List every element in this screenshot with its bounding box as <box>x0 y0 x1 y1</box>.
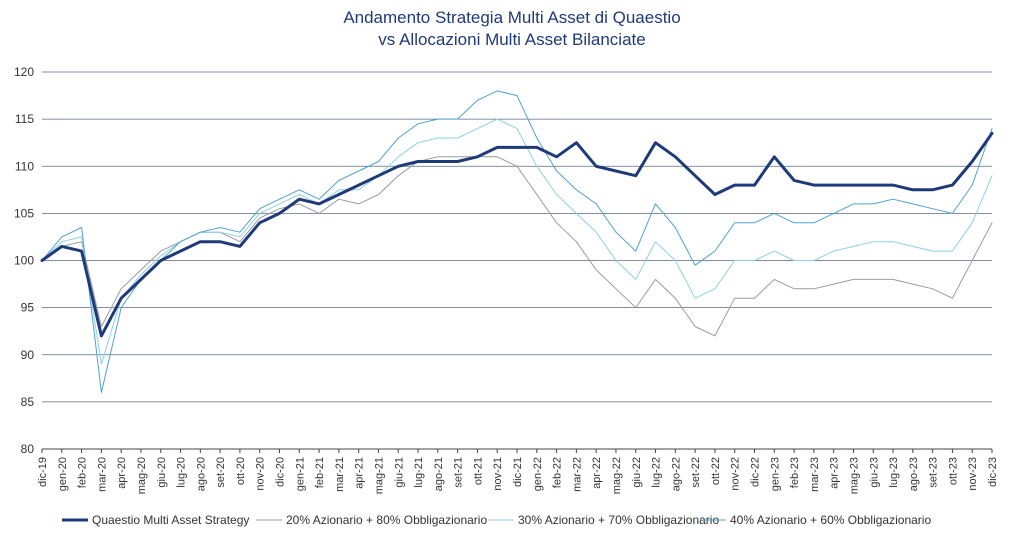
x-tick-label: nov-23 <box>967 457 979 491</box>
y-tick-label: 115 <box>15 112 34 126</box>
x-tick-label: gen-20 <box>57 457 69 491</box>
x-tick-label: giu-21 <box>393 457 405 488</box>
x-tick-label: lug-23 <box>888 457 900 488</box>
x-tick-label: feb-21 <box>314 457 326 488</box>
x-tick-label: ago-23 <box>908 457 920 491</box>
y-tick-label: 120 <box>14 65 34 79</box>
x-tick-label: set-21 <box>453 457 465 488</box>
x-tick-label: nov-21 <box>492 457 504 491</box>
x-tick-label: giu-20 <box>156 457 168 488</box>
x-tick-label: giu-22 <box>631 457 643 488</box>
x-tick-label: apr-22 <box>591 457 603 489</box>
chart-subtitle: vs Allocazioni Multi Asset Bilanciate <box>378 30 646 49</box>
x-tick-label: mag-21 <box>373 457 385 494</box>
x-tick-label: apr-21 <box>354 457 366 489</box>
x-tick-label: mag-20 <box>136 457 148 494</box>
x-tick-label: dic-20 <box>275 457 287 487</box>
x-tick-label: dic-19 <box>37 457 49 487</box>
x-tick-label: feb-20 <box>77 457 89 488</box>
x-tick-label: lug-22 <box>651 457 663 488</box>
x-tick-label: feb-23 <box>789 457 801 488</box>
legend-label: 20% Azionario + 80% Obbligazionario <box>286 513 487 527</box>
x-tick-label: ott-21 <box>472 457 484 485</box>
x-tick-label: lug-21 <box>413 457 425 488</box>
x-tick-label: gen-23 <box>769 457 781 491</box>
x-tick-label: set-20 <box>215 457 227 488</box>
y-tick-label: 80 <box>21 442 35 456</box>
x-tick-label: mar-20 <box>96 457 108 492</box>
legend-label: Quaestio Multi Asset Strategy <box>92 513 249 527</box>
x-tick-label: mar-23 <box>809 457 821 492</box>
y-tick-label: 110 <box>15 159 34 173</box>
x-tick-label: mar-21 <box>334 457 346 492</box>
x-tick-label: apr-23 <box>829 457 841 489</box>
series-line <box>41 118 993 365</box>
y-tick-label: 95 <box>21 301 35 315</box>
x-tick-label: set-23 <box>928 457 940 488</box>
y-tick-label: 85 <box>21 395 35 409</box>
series-line <box>40 131 994 338</box>
x-tick-label: ott-23 <box>947 457 959 485</box>
y-tick-label: 90 <box>21 348 35 362</box>
x-tick-label: nov-22 <box>730 457 742 491</box>
x-tick-label: lug-20 <box>176 457 188 488</box>
x-tick-label: gen-22 <box>532 457 544 491</box>
y-tick-label: 100 <box>14 254 34 268</box>
legend-label: 40% Azionario + 60% Obbligazionario <box>730 513 931 527</box>
x-tick-label: nov-20 <box>255 457 267 491</box>
legend-label: 30% Azionario + 70% Obbligazionario <box>518 513 719 527</box>
x-tick-label: dic-21 <box>512 457 524 487</box>
x-tick-label: feb-22 <box>552 457 564 488</box>
x-tick-label: ago-21 <box>433 457 445 491</box>
y-tick-label: 105 <box>14 206 34 220</box>
x-tick-label: dic-22 <box>750 457 762 487</box>
x-tick-label: giu-23 <box>868 457 880 488</box>
chart-title: Andamento Strategia Multi Asset di Quaes… <box>343 8 681 27</box>
x-tick-label: apr-20 <box>116 457 128 489</box>
x-tick-label: dic-23 <box>987 457 999 487</box>
series-line <box>41 90 993 393</box>
x-tick-label: ott-22 <box>710 457 722 485</box>
x-tick-label: mag-23 <box>848 457 860 494</box>
x-tick-label: gen-21 <box>294 457 306 491</box>
x-tick-label: ago-20 <box>195 457 207 491</box>
x-tick-label: mar-22 <box>571 457 583 492</box>
x-tick-label: set-22 <box>690 457 702 488</box>
x-tick-label: ago-22 <box>670 457 682 491</box>
x-tick-label: ott-20 <box>235 457 247 485</box>
x-tick-label: mag-22 <box>611 457 623 494</box>
